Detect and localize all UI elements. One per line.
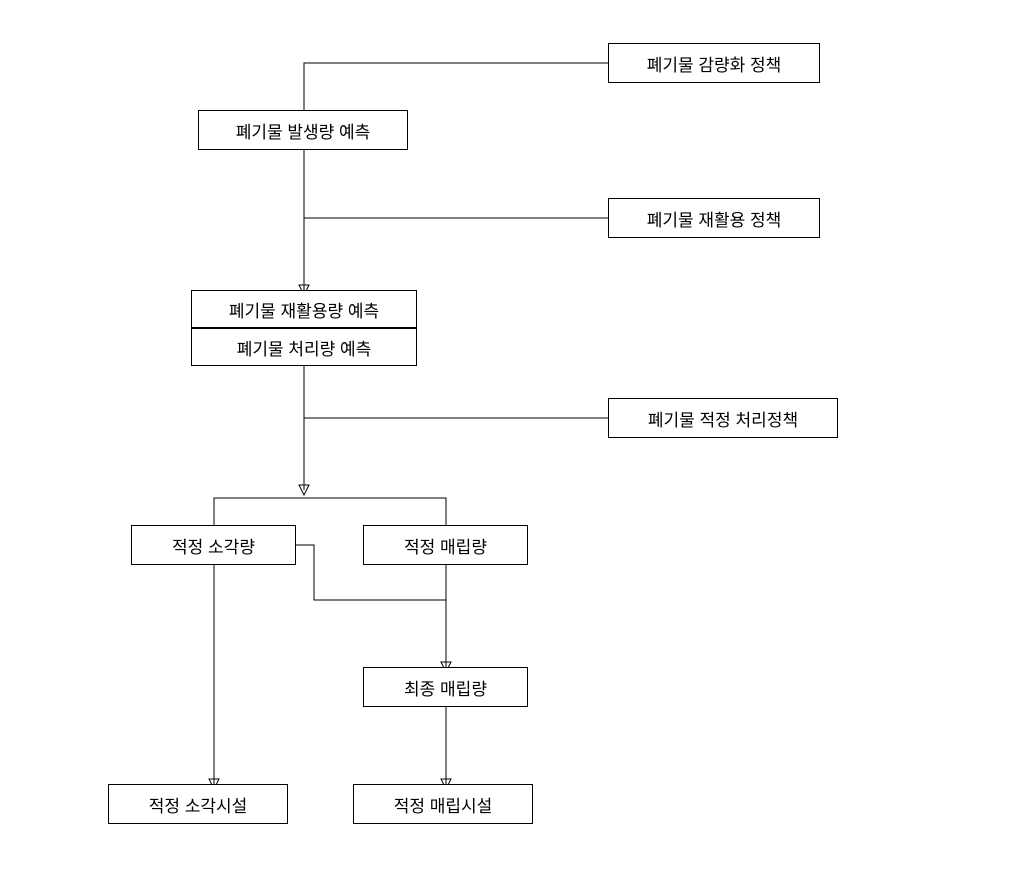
flow-edge [304,63,608,110]
flow-node-n4: 폐기물 재활용량 예측 [191,290,417,328]
flow-edge [304,498,446,525]
flow-node-n1: 폐기물 감량화 정책 [608,43,820,83]
flow-node-n11: 적정 매립시설 [353,784,533,824]
flow-node-n10: 적정 소각시설 [108,784,288,824]
flow-node-n7: 적정 소각량 [131,525,296,565]
flow-node-n2: 폐기물 발생량 예측 [198,110,408,150]
flow-node-n8: 적정 매립량 [363,525,528,565]
flow-node-n6: 폐기물 적정 처리정책 [608,398,838,438]
flow-edge [214,498,304,525]
flow-node-n5: 폐기물 처리량 예측 [191,328,417,366]
flow-node-n3: 폐기물 재활용 정책 [608,198,820,238]
edge-layer [0,0,1016,870]
flow-node-n9: 최종 매립량 [363,667,528,707]
